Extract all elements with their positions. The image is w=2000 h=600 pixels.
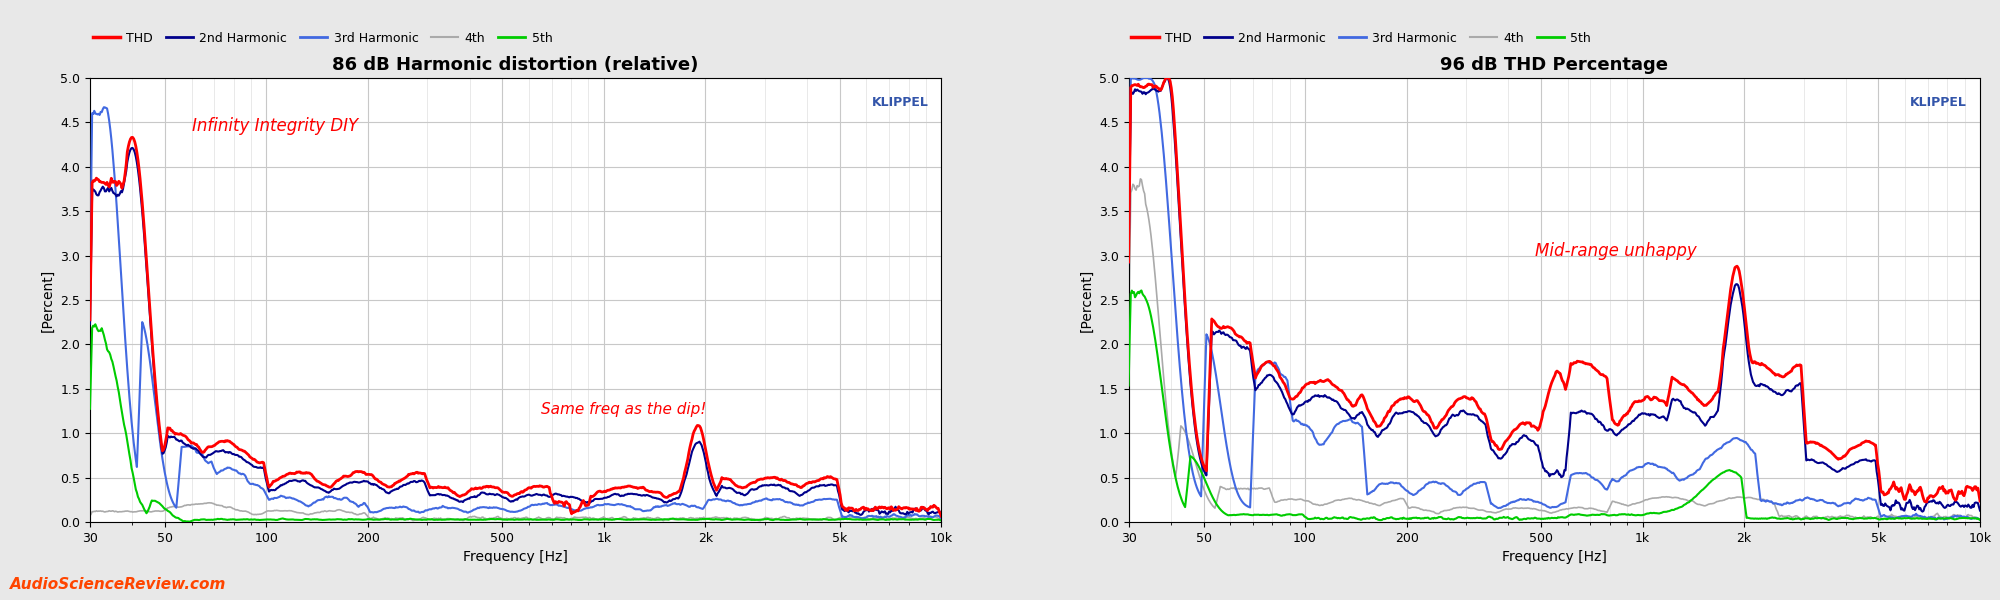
Legend: THD, 2nd Harmonic, 3rd Harmonic, 4th, 5th: THD, 2nd Harmonic, 3rd Harmonic, 4th, 5t… bbox=[1126, 26, 1596, 50]
Title: 96 dB THD Percentage: 96 dB THD Percentage bbox=[1440, 56, 1668, 74]
X-axis label: Frequency [Hz]: Frequency [Hz] bbox=[464, 550, 568, 564]
Text: AudioScienceReview.com: AudioScienceReview.com bbox=[10, 577, 226, 592]
Title: 86 dB Harmonic distortion (relative): 86 dB Harmonic distortion (relative) bbox=[332, 56, 698, 74]
Text: KLIPPEL: KLIPPEL bbox=[1910, 96, 1968, 109]
X-axis label: Frequency [Hz]: Frequency [Hz] bbox=[1502, 550, 1606, 564]
Y-axis label: [Percent]: [Percent] bbox=[40, 268, 54, 332]
Y-axis label: [Percent]: [Percent] bbox=[1080, 268, 1094, 332]
Legend: THD, 2nd Harmonic, 3rd Harmonic, 4th, 5th: THD, 2nd Harmonic, 3rd Harmonic, 4th, 5t… bbox=[88, 26, 558, 50]
Text: KLIPPEL: KLIPPEL bbox=[872, 96, 928, 109]
Text: Same freq as the dip!: Same freq as the dip! bbox=[540, 401, 706, 416]
Text: Infinity Integrity DIY: Infinity Integrity DIY bbox=[192, 117, 358, 135]
Text: Mid-range unhappy: Mid-range unhappy bbox=[1534, 242, 1696, 260]
